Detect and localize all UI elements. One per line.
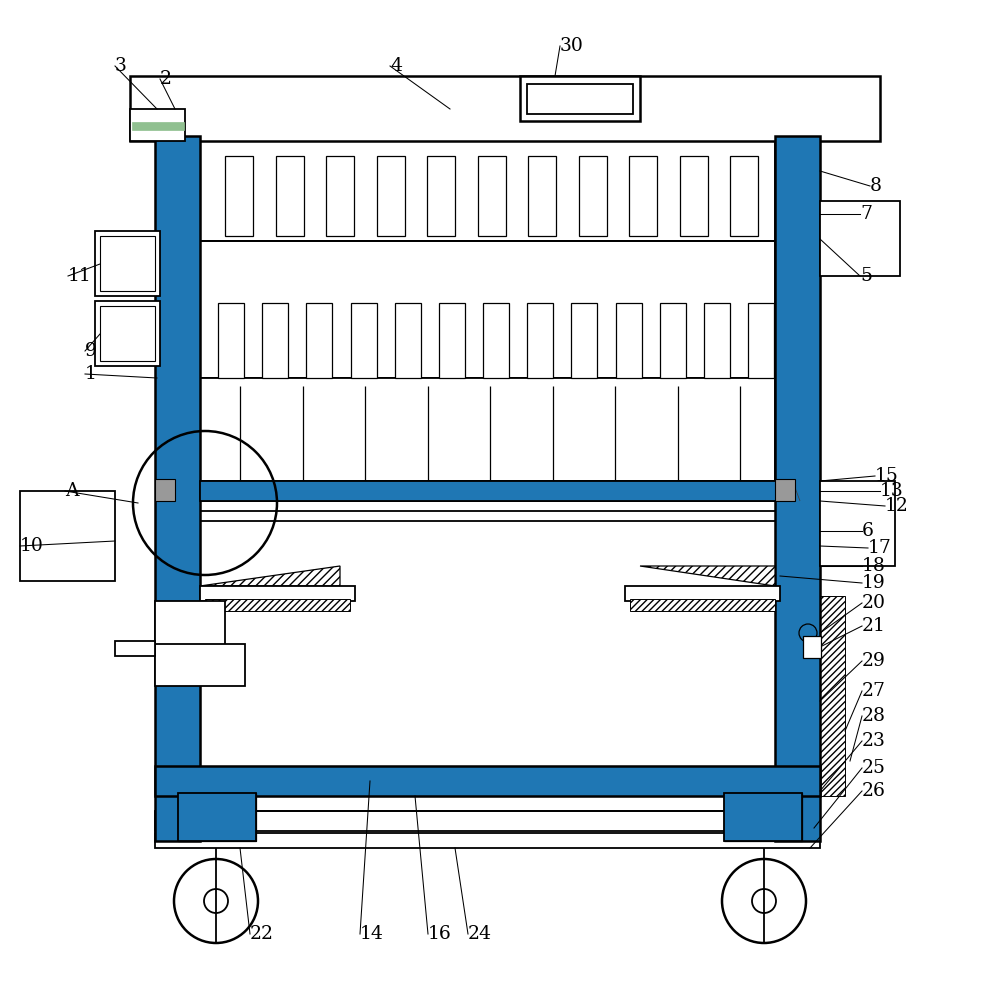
Bar [775, 136, 820, 841]
Bar [130, 109, 185, 141]
Bar [724, 793, 802, 841]
Bar [155, 601, 225, 646]
Text: 8: 8 [870, 177, 882, 195]
Text: 13: 13 [880, 482, 904, 500]
Bar [748, 303, 774, 378]
Bar [178, 793, 256, 841]
Bar [483, 303, 509, 378]
Bar [200, 586, 355, 601]
Bar [578, 156, 606, 236]
Bar [132, 122, 184, 130]
Bar [200, 241, 775, 378]
Text: 18: 18 [862, 557, 886, 575]
Bar [276, 156, 304, 236]
Bar [306, 303, 332, 378]
Bar [616, 303, 642, 378]
Bar [680, 156, 708, 236]
Bar [155, 479, 175, 501]
Text: 7: 7 [860, 205, 872, 223]
Bar [351, 303, 376, 378]
Text: 24: 24 [468, 925, 492, 943]
Text: 14: 14 [360, 925, 384, 943]
Polygon shape [640, 566, 775, 586]
Bar [155, 644, 245, 686]
Bar [155, 811, 820, 831]
Bar [629, 156, 657, 236]
Bar [200, 481, 790, 501]
Bar [262, 303, 288, 378]
Text: 10: 10 [20, 537, 44, 555]
Bar [205, 599, 350, 611]
Text: 9: 9 [85, 342, 97, 360]
Bar [95, 301, 160, 366]
Text: 27: 27 [862, 682, 886, 700]
Bar [630, 599, 775, 611]
Text: 16: 16 [428, 925, 452, 943]
Bar [527, 84, 633, 114]
Bar [527, 303, 553, 378]
Polygon shape [200, 566, 340, 586]
Text: 6: 6 [862, 522, 874, 540]
Text: 11: 11 [68, 267, 92, 285]
Bar [225, 156, 253, 236]
Text: 26: 26 [862, 782, 886, 800]
Text: A: A [65, 482, 78, 500]
Bar [218, 303, 244, 378]
Bar [200, 136, 775, 241]
Bar [115, 641, 155, 656]
Bar [775, 479, 795, 501]
Bar [625, 586, 780, 601]
Bar [20, 491, 115, 581]
Bar [376, 156, 404, 236]
Bar [730, 156, 758, 236]
Bar [155, 136, 200, 841]
Bar [478, 156, 506, 236]
Bar [95, 231, 160, 296]
Bar [660, 303, 686, 378]
Bar [155, 766, 820, 796]
Bar [439, 303, 465, 378]
Text: 22: 22 [250, 925, 274, 943]
Bar [704, 303, 730, 378]
Text: 28: 28 [862, 707, 886, 725]
Text: 29: 29 [862, 652, 886, 670]
Text: 2: 2 [160, 70, 172, 88]
Bar [820, 201, 900, 276]
Text: 20: 20 [862, 594, 886, 612]
Bar [820, 596, 845, 796]
Bar [803, 636, 821, 658]
Bar [820, 481, 895, 566]
Text: 21: 21 [862, 617, 886, 635]
Text: 19: 19 [862, 574, 886, 592]
Bar [427, 156, 455, 236]
Bar [395, 303, 421, 378]
Text: 12: 12 [885, 497, 909, 515]
Text: 4: 4 [390, 57, 402, 75]
Text: 5: 5 [860, 267, 872, 285]
Bar [775, 136, 820, 841]
Text: 30: 30 [560, 37, 584, 55]
Text: 15: 15 [875, 467, 899, 485]
Bar [155, 833, 820, 848]
Text: 17: 17 [868, 539, 892, 557]
Bar [724, 793, 802, 841]
Bar [528, 156, 556, 236]
Text: 1: 1 [85, 365, 97, 383]
Bar [130, 76, 880, 141]
Bar [178, 793, 256, 841]
Text: 23: 23 [862, 732, 886, 750]
Bar [200, 378, 775, 486]
Bar [100, 236, 155, 291]
Bar [155, 136, 200, 841]
Text: 3: 3 [115, 57, 127, 75]
Bar [571, 303, 597, 378]
Bar [326, 156, 354, 236]
Text: 25: 25 [862, 759, 886, 777]
Bar [520, 76, 640, 121]
Bar [100, 306, 155, 361]
Bar [155, 766, 820, 796]
